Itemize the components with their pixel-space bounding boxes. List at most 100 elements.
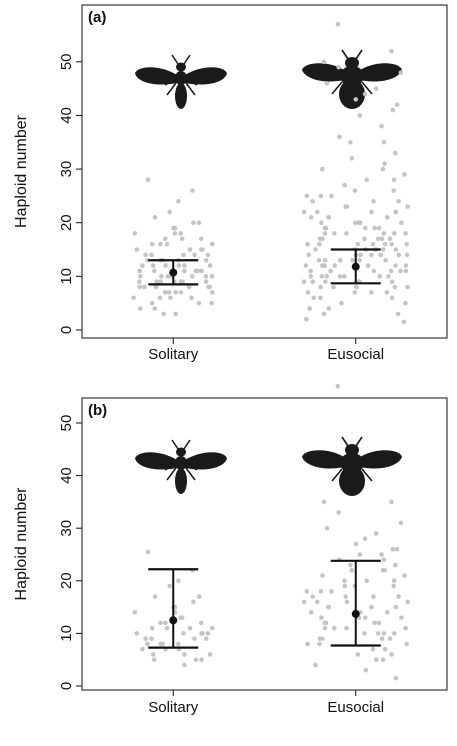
data-point <box>321 311 327 317</box>
data-point <box>395 311 401 317</box>
data-point <box>381 231 387 236</box>
data-point <box>394 102 400 108</box>
data-point <box>173 311 179 317</box>
data-point <box>369 209 374 215</box>
data-point <box>382 241 388 247</box>
data-point <box>316 257 322 263</box>
data-point <box>207 263 213 268</box>
data-point <box>314 599 320 605</box>
data-point <box>209 625 215 631</box>
plot-frame <box>81 4 448 339</box>
data-point <box>178 231 183 236</box>
data-point <box>308 215 314 220</box>
data-point <box>153 284 159 290</box>
data-point <box>405 204 411 209</box>
data-point <box>353 541 359 547</box>
data-point <box>405 284 410 290</box>
data-point <box>373 531 379 536</box>
data-point <box>391 578 397 584</box>
data-point <box>306 252 312 258</box>
data-point <box>389 295 395 301</box>
data-point <box>138 274 143 279</box>
data-point <box>310 198 315 204</box>
data-point <box>362 631 367 636</box>
data-point <box>314 209 320 215</box>
data-point <box>337 274 343 279</box>
data-point <box>322 257 328 263</box>
data-point <box>203 279 209 284</box>
data-point <box>403 300 408 306</box>
data-point <box>317 641 322 647</box>
data-point <box>401 319 407 325</box>
data-point <box>203 636 209 641</box>
data-point <box>371 594 376 599</box>
data-point <box>387 236 393 242</box>
data-point <box>182 652 187 657</box>
data-point <box>324 525 330 531</box>
data-point <box>344 625 349 631</box>
y-tick-label: 10 <box>58 625 75 642</box>
data-point <box>203 274 209 279</box>
data-point <box>393 675 399 681</box>
data-point <box>198 236 204 242</box>
data-point <box>199 631 204 636</box>
data-point <box>151 657 157 663</box>
data-point <box>207 284 212 290</box>
data-point <box>349 567 355 573</box>
data-point <box>137 306 143 311</box>
y-tick-label: 50 <box>58 415 75 432</box>
data-point <box>403 268 409 274</box>
data-point <box>145 177 151 183</box>
data-point <box>181 252 186 258</box>
data-point <box>317 636 323 641</box>
data-point <box>164 241 170 247</box>
data-point <box>305 641 310 647</box>
data-point <box>167 583 172 589</box>
data-point <box>158 620 163 626</box>
x-tick-label: Eusocial <box>327 346 384 363</box>
data-point <box>369 290 374 295</box>
data-point <box>381 557 387 563</box>
data-point <box>343 594 348 599</box>
data-point <box>209 274 215 279</box>
data-point <box>304 589 310 594</box>
data-point <box>187 247 193 252</box>
data-point <box>332 263 338 268</box>
data-point <box>380 166 386 172</box>
data-point <box>349 156 355 161</box>
data-point <box>163 263 168 268</box>
data-point <box>398 70 404 75</box>
data-point <box>390 546 396 552</box>
data-point <box>396 252 402 258</box>
data-point <box>313 662 318 668</box>
data-point <box>162 290 168 295</box>
data-point <box>362 91 368 97</box>
data-point <box>320 166 325 172</box>
data-point <box>393 209 399 215</box>
data-point <box>318 589 324 594</box>
data-point <box>404 641 409 647</box>
data-point <box>132 610 138 615</box>
data-point <box>132 231 138 236</box>
y-axis-label: Haploid number <box>13 114 30 228</box>
data-point <box>402 573 407 578</box>
data-point <box>304 316 309 322</box>
data-point <box>402 172 407 177</box>
data-point <box>324 80 330 86</box>
data-point <box>134 631 140 636</box>
data-point <box>150 263 156 268</box>
error-bar <box>148 259 199 286</box>
data-point <box>380 657 386 663</box>
error-bar <box>330 559 381 647</box>
data-point <box>163 236 168 242</box>
data-point <box>357 257 362 263</box>
data-point <box>131 295 136 301</box>
data-point <box>317 236 323 242</box>
y-axis-label: Haploid number <box>13 487 30 601</box>
data-point <box>186 284 192 290</box>
data-point <box>159 274 164 279</box>
data-point <box>329 193 334 199</box>
data-point <box>307 306 312 311</box>
data-point <box>203 257 209 263</box>
data-point <box>399 615 404 620</box>
